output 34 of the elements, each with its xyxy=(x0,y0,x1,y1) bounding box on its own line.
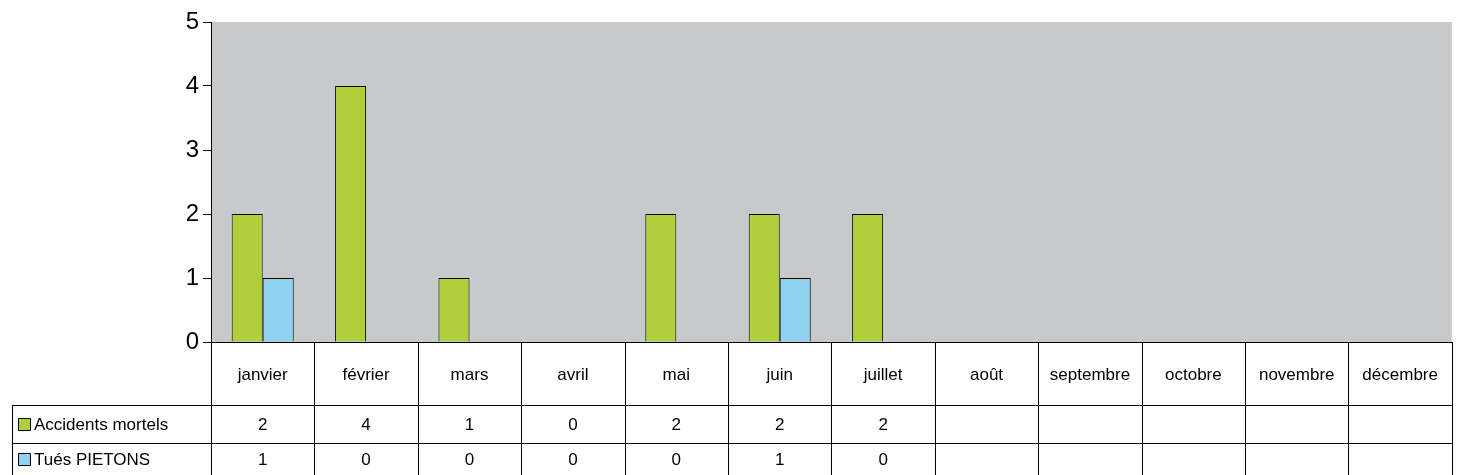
x-tick-label: mars xyxy=(450,364,489,384)
data-label: 0 xyxy=(568,449,578,469)
data-label: 0 xyxy=(361,449,371,469)
data-label: 0 xyxy=(878,449,888,469)
y-tick-label: 0 xyxy=(185,326,199,354)
y-tick-label: 4 xyxy=(185,70,199,98)
x-tick-label: juillet xyxy=(862,364,903,384)
y-tick-label: 2 xyxy=(185,198,199,226)
x-tick-label: janvier xyxy=(236,364,289,384)
data-label: 1 xyxy=(464,414,475,434)
data-label: 1 xyxy=(257,449,268,469)
y-tick-label: 3 xyxy=(185,134,199,162)
x-tick-label: février xyxy=(342,364,391,384)
y-tick-label: 1 xyxy=(185,262,199,290)
x-tick-label: octobre xyxy=(1165,364,1222,384)
data-label: 0 xyxy=(464,449,475,469)
legend-label: Accidents mortels xyxy=(34,414,169,434)
data-label: 0 xyxy=(568,414,578,434)
data-label: 2 xyxy=(878,414,888,434)
x-tick-label: avril xyxy=(557,364,589,384)
data-label: 2 xyxy=(774,414,785,434)
data-label: 1 xyxy=(774,449,785,469)
y-tick-label: 5 xyxy=(185,6,199,34)
x-tick-label: juin xyxy=(765,364,793,384)
data-label: 2 xyxy=(257,414,268,434)
data-label: 4 xyxy=(361,414,371,434)
x-tick-label: novembre xyxy=(1258,364,1335,384)
x-tick-label: août xyxy=(969,364,1004,384)
x-tick-label: septembre xyxy=(1049,364,1131,384)
x-tick-label: mai xyxy=(662,364,691,384)
data-label: 0 xyxy=(671,449,682,469)
data-label: 2 xyxy=(671,414,682,434)
x-tick-label: décembre xyxy=(1362,364,1438,384)
legend-label: Tués PIETONS xyxy=(34,449,151,469)
